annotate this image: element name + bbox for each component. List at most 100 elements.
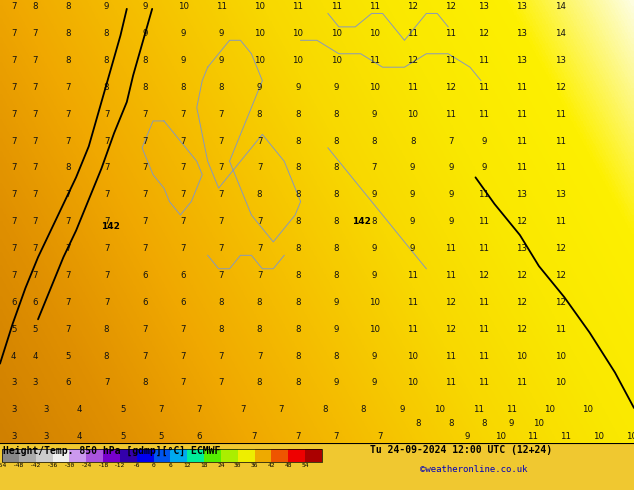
- Text: 6: 6: [11, 298, 16, 307]
- Text: 7: 7: [180, 325, 186, 334]
- Text: 9: 9: [508, 419, 514, 428]
- Text: 10: 10: [178, 2, 188, 11]
- Text: 8: 8: [295, 325, 301, 334]
- Text: 7: 7: [65, 271, 71, 280]
- Text: 8: 8: [104, 325, 109, 334]
- Text: -12: -12: [114, 463, 126, 467]
- Text: 10: 10: [292, 29, 304, 38]
- Text: 9: 9: [410, 217, 415, 226]
- Text: 9: 9: [372, 352, 377, 361]
- Text: 10: 10: [495, 432, 505, 441]
- Text: 10: 10: [533, 419, 544, 428]
- Text: 10: 10: [555, 352, 566, 361]
- Text: 7: 7: [372, 164, 377, 172]
- Text: 11: 11: [478, 298, 489, 307]
- Text: 9: 9: [372, 110, 377, 119]
- Text: 10: 10: [582, 405, 593, 415]
- Text: 8: 8: [257, 110, 262, 119]
- Text: 8: 8: [372, 137, 377, 146]
- Text: 7: 7: [180, 378, 186, 388]
- Text: 11: 11: [478, 110, 489, 119]
- Text: 10: 10: [254, 29, 265, 38]
- Text: 142: 142: [101, 221, 120, 231]
- Text: 142: 142: [352, 217, 371, 226]
- Text: 11: 11: [407, 298, 418, 307]
- Text: 7: 7: [219, 244, 224, 253]
- Text: 7: 7: [11, 190, 16, 199]
- Bar: [255, 448, 271, 462]
- Text: 9: 9: [448, 164, 453, 172]
- Text: 7: 7: [11, 137, 16, 146]
- Text: 7: 7: [142, 325, 148, 334]
- Text: 11: 11: [517, 137, 527, 146]
- Text: 6: 6: [33, 298, 38, 307]
- Text: 8: 8: [333, 137, 339, 146]
- Text: 8: 8: [295, 352, 301, 361]
- Text: 7: 7: [104, 190, 109, 199]
- Text: 11: 11: [555, 217, 566, 226]
- Text: 9: 9: [448, 190, 453, 199]
- Text: 12: 12: [407, 56, 418, 65]
- Text: 8: 8: [295, 244, 301, 253]
- Text: 7: 7: [240, 405, 246, 415]
- Text: 8: 8: [333, 271, 339, 280]
- Text: 8: 8: [219, 83, 224, 92]
- Text: 10: 10: [369, 29, 380, 38]
- Text: 8: 8: [481, 419, 486, 428]
- Text: 9: 9: [104, 2, 109, 11]
- Text: 10: 10: [434, 405, 446, 415]
- Text: 11: 11: [473, 405, 484, 415]
- Text: 14: 14: [555, 2, 566, 11]
- Text: 7: 7: [104, 137, 109, 146]
- Text: 7: 7: [180, 164, 186, 172]
- Text: 10: 10: [292, 56, 304, 65]
- Text: ©weatheronline.co.uk: ©weatheronline.co.uk: [420, 465, 527, 474]
- Text: -6: -6: [133, 463, 141, 467]
- Text: 9: 9: [257, 83, 262, 92]
- Text: 7: 7: [448, 137, 454, 146]
- Text: 3: 3: [11, 432, 16, 441]
- Text: 7: 7: [11, 83, 16, 92]
- Text: 7: 7: [158, 405, 164, 415]
- Text: 8: 8: [295, 217, 301, 226]
- Text: 8: 8: [257, 190, 262, 199]
- Text: 7: 7: [219, 137, 224, 146]
- Text: 10: 10: [330, 29, 342, 38]
- Text: 4: 4: [77, 432, 82, 441]
- Text: 7: 7: [180, 190, 186, 199]
- Text: Height/Temp. 850 hPa [gdmp][°C] ECMWF: Height/Temp. 850 hPa [gdmp][°C] ECMWF: [3, 445, 221, 456]
- Text: 11: 11: [560, 432, 571, 441]
- Text: 7: 7: [257, 352, 262, 361]
- Bar: [137, 448, 153, 462]
- Bar: [2, 448, 19, 462]
- Text: 11: 11: [478, 83, 489, 92]
- Text: 7: 7: [33, 271, 38, 280]
- Text: 11: 11: [407, 29, 418, 38]
- Text: 12: 12: [517, 217, 527, 226]
- Text: 7: 7: [142, 217, 148, 226]
- Text: Tu 24-09-2024 12:00 UTC (12+24): Tu 24-09-2024 12:00 UTC (12+24): [370, 445, 552, 456]
- Text: 7: 7: [219, 190, 224, 199]
- Text: 11: 11: [555, 325, 566, 334]
- Text: 11: 11: [446, 110, 456, 119]
- Text: 11: 11: [478, 325, 489, 334]
- Bar: [103, 448, 120, 462]
- Text: 8: 8: [410, 137, 415, 146]
- Text: 7: 7: [180, 352, 186, 361]
- Text: 7: 7: [65, 325, 71, 334]
- Bar: [69, 448, 86, 462]
- Text: 48: 48: [285, 463, 292, 467]
- Text: 42: 42: [268, 463, 275, 467]
- Text: 7: 7: [180, 110, 186, 119]
- Text: 9: 9: [465, 432, 470, 441]
- Text: 7: 7: [219, 352, 224, 361]
- Text: 14: 14: [555, 29, 566, 38]
- Text: 11: 11: [517, 378, 527, 388]
- Text: 8: 8: [295, 378, 301, 388]
- Bar: [204, 448, 221, 462]
- Text: 11: 11: [446, 56, 456, 65]
- Text: 8: 8: [333, 110, 339, 119]
- Text: 12: 12: [478, 29, 489, 38]
- Text: 7: 7: [104, 110, 109, 119]
- Text: 8: 8: [333, 244, 339, 253]
